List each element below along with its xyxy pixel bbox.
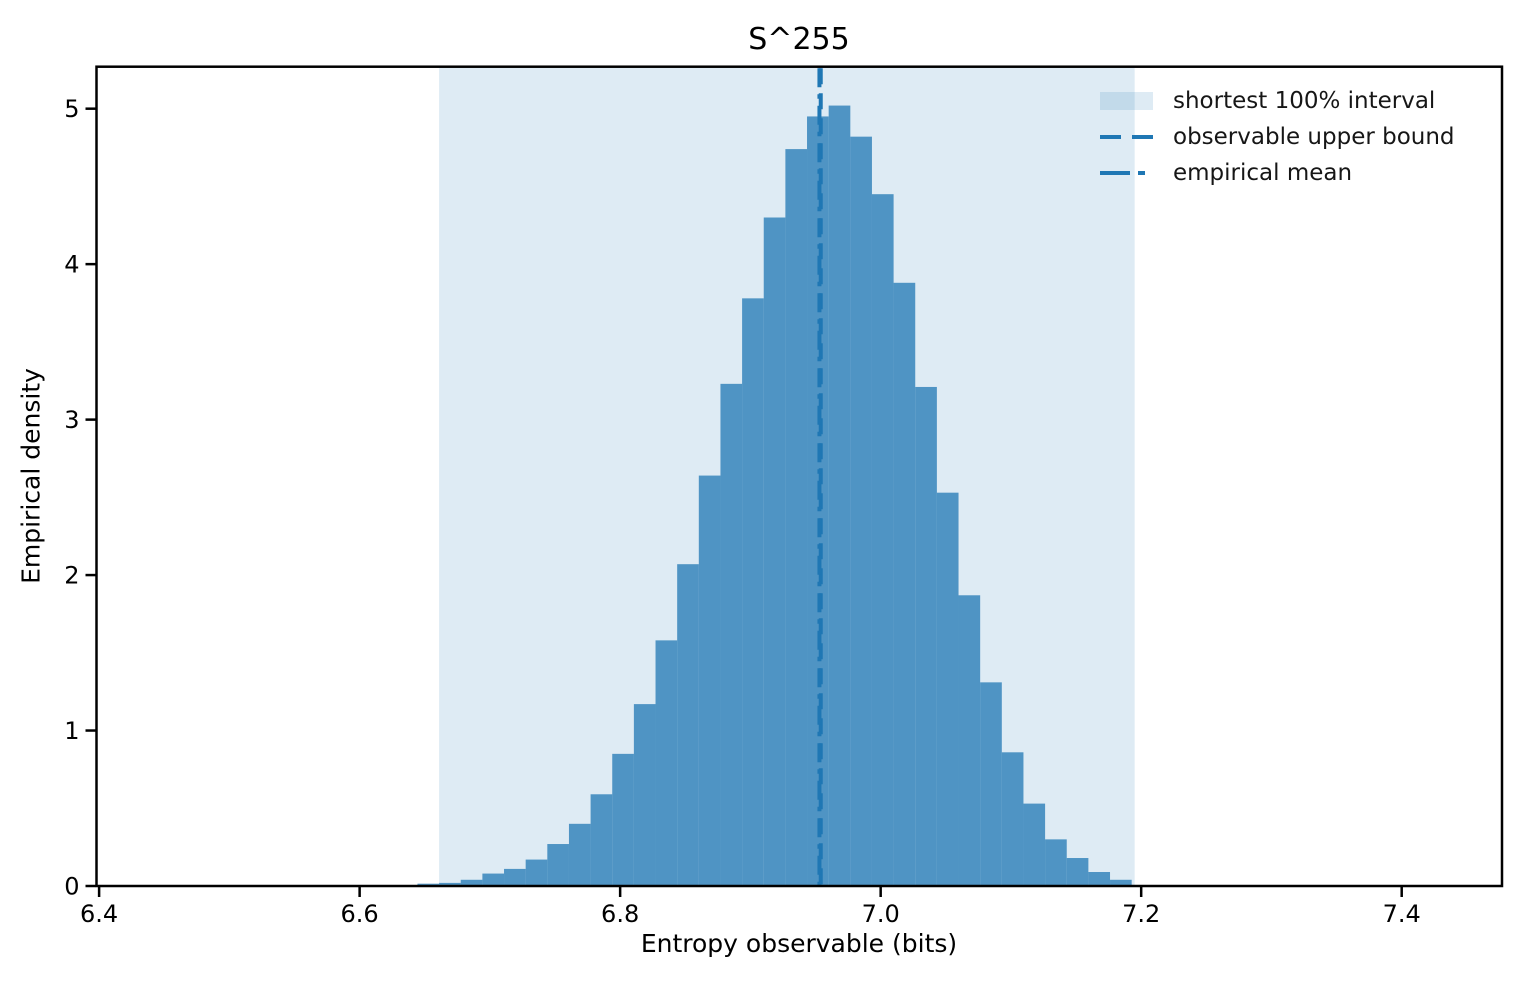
x-tick-label: 7.0 — [862, 900, 900, 928]
legend-item-upper-bound: observable upper bound — [1100, 119, 1455, 155]
histogram-bar — [742, 298, 764, 887]
histogram-bar — [1001, 752, 1024, 886]
histogram-bar — [828, 105, 851, 886]
y-tick-label: 5 — [64, 95, 79, 123]
histogram-bar — [807, 116, 829, 886]
y-tick-label: 2 — [64, 562, 79, 590]
histogram-bar — [1066, 858, 1089, 886]
legend: shortest 100% interval observable upper … — [1100, 83, 1455, 191]
x-tick-label: 6.4 — [80, 900, 118, 928]
y-tick-label: 1 — [64, 717, 79, 745]
dashed-line-swatch — [1100, 135, 1153, 139]
legend-label-mean: empirical mean — [1173, 160, 1353, 186]
histogram-bar — [1088, 872, 1111, 886]
x-tick-label: 7.2 — [1122, 900, 1160, 928]
x-tick-label: 6.6 — [341, 900, 379, 928]
histogram-bar — [677, 564, 699, 886]
histogram-bar — [1110, 879, 1132, 886]
histogram-bar — [893, 282, 916, 886]
histogram-bar — [980, 682, 1002, 886]
histogram-bar — [936, 492, 959, 886]
histogram-bar — [698, 475, 721, 886]
x-axis-label: Entropy observable (bits) — [640, 929, 958, 958]
histogram-bar — [871, 194, 894, 886]
histogram-bar — [439, 882, 461, 886]
histogram-bar — [1023, 803, 1046, 886]
y-axis-label: Empirical density — [16, 368, 46, 584]
histogram-bar — [525, 859, 548, 886]
histogram-bar — [547, 844, 569, 886]
histogram-bar — [915, 386, 937, 886]
dashdot-line-swatch — [1100, 171, 1153, 175]
histogram-bar — [1045, 839, 1067, 886]
legend-item-mean: empirical mean — [1100, 155, 1455, 191]
legend-label-upper-bound: observable upper bound — [1173, 124, 1455, 150]
interval-patch-swatch — [1100, 92, 1153, 110]
histogram-bar — [633, 704, 656, 886]
histogram-bar — [785, 149, 808, 887]
histogram-bar — [763, 217, 786, 886]
legend-label-interval: shortest 100% interval — [1173, 88, 1436, 114]
y-tick-label: 4 — [64, 251, 79, 279]
histogram-bar — [850, 136, 872, 887]
histogram-bar — [720, 383, 743, 886]
histogram-bar — [612, 753, 634, 886]
x-tick-label: 7.4 — [1383, 900, 1421, 928]
y-tick-label: 0 — [64, 873, 79, 901]
histogram-bar — [958, 595, 981, 886]
x-tick-label: 6.8 — [601, 900, 639, 928]
histogram-bar — [568, 823, 591, 886]
histogram-bar — [460, 879, 483, 886]
histogram-bar — [504, 868, 526, 886]
legend-item-interval: shortest 100% interval — [1100, 83, 1455, 119]
chart-title: S^255 — [748, 22, 850, 57]
y-tick-label: 3 — [64, 406, 79, 434]
histogram-bar — [655, 640, 678, 886]
histogram-bar — [482, 873, 505, 886]
histogram-bar — [590, 794, 613, 886]
plot-spines — [95, 65, 1504, 888]
